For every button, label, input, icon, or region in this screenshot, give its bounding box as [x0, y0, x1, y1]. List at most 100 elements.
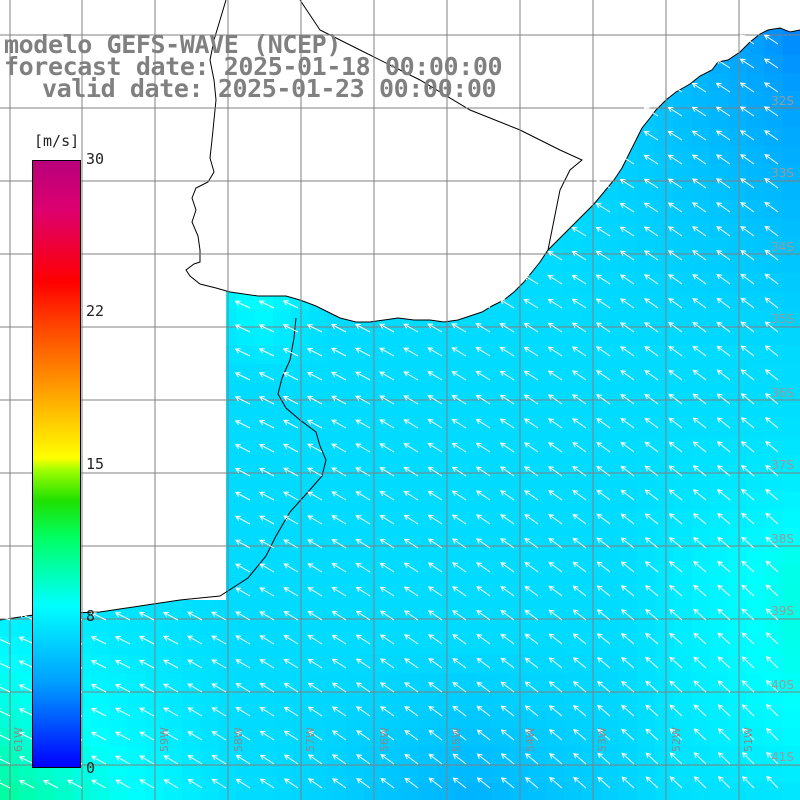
- wind-speed-cell: [491, 582, 511, 602]
- wind-arrow: [643, 274, 659, 285]
- wind-speed-cell: [691, 364, 711, 383]
- wind-speed-cell: [782, 764, 800, 784]
- wind-arrow: [764, 440, 779, 453]
- wind-arrow: [380, 753, 395, 765]
- wind-speed-cell: [691, 637, 711, 656]
- wind-speed-cell: [436, 691, 456, 711]
- lat-label: 34S: [771, 240, 794, 254]
- wind-arrow: [283, 611, 299, 621]
- wind-speed-cell: [728, 582, 747, 602]
- wind-speed-cell: [163, 655, 183, 674]
- wind-speed-cell: [236, 637, 256, 656]
- wind-speed-cell: [655, 637, 674, 656]
- wind-arrow: [764, 345, 779, 357]
- wind-arrow: [235, 778, 251, 789]
- wind-speed-cell: [618, 273, 638, 292]
- wind-arrow: [451, 323, 467, 333]
- wind-speed-cell: [236, 764, 256, 784]
- wind-speed-cell: [709, 182, 729, 201]
- wind-speed-cell: [382, 600, 401, 620]
- wind-speed-cell: [0, 655, 19, 674]
- wind-speed-cell: [546, 764, 565, 784]
- wind-speed-cell: [600, 709, 620, 729]
- wind-speed-cell: [746, 72, 765, 92]
- wind-arrow: [18, 660, 35, 669]
- wind-arrow: [741, 704, 755, 717]
- wind-arrow: [476, 633, 491, 645]
- wind-speed-cell: [309, 782, 329, 800]
- wind-speed-cell: [400, 691, 420, 711]
- wind-speed-cell: [618, 655, 638, 674]
- wind-arrow: [765, 464, 779, 477]
- wind-arrow: [476, 562, 491, 573]
- wind-speed-cell: [618, 600, 638, 620]
- lat-label: 32S: [771, 94, 794, 108]
- wind-speed-cell: [709, 382, 729, 401]
- wind-arrow: [547, 418, 563, 429]
- wind-arrow: [669, 704, 683, 717]
- wind-speed-cell: [273, 364, 292, 383]
- wind-arrow: [499, 466, 515, 477]
- wind-arrow: [523, 298, 539, 309]
- wind-speed-cell: [309, 345, 329, 365]
- wind-speed-cell: [436, 673, 456, 693]
- colorbar-tick-8: 8: [86, 607, 96, 625]
- wind-arrow: [404, 658, 419, 669]
- wind-speed-cell: [564, 764, 583, 784]
- title-forecast-date: forecast date: 2025-01-18 00:00:00: [4, 52, 503, 81]
- wind-speed-cell: [691, 691, 711, 711]
- wind-arrow: [740, 297, 755, 309]
- wind-arrow: [331, 634, 347, 645]
- wind-arrow: [620, 465, 635, 477]
- wind-arrow: [427, 586, 443, 597]
- wind-speed-cell: [746, 782, 765, 800]
- wind-speed-cell: [764, 746, 784, 765]
- wind-speed-cell: [273, 618, 292, 638]
- wind-arrow: [259, 778, 275, 789]
- wind-speed-cell: [455, 382, 474, 401]
- wind-speed-cell: [546, 600, 565, 620]
- wind-speed-cell: [327, 618, 347, 638]
- wind-speed-cell: [163, 709, 183, 729]
- wind-speed-cell: [782, 473, 800, 492]
- wind-speed-cell: [691, 764, 711, 784]
- wind-speed-cell: [709, 618, 729, 638]
- wind-speed-cell: [564, 618, 583, 638]
- wind-arrow: [427, 442, 443, 453]
- wind-speed-cell: [473, 709, 492, 729]
- wind-speed-cell: [254, 400, 274, 420]
- wind-speed-cell: [345, 691, 365, 711]
- wind-arrow: [523, 346, 539, 357]
- wind-arrow: [331, 586, 347, 597]
- wind-arrow: [597, 704, 611, 717]
- wind-arrow: [379, 682, 395, 693]
- wind-arrow: [571, 322, 587, 333]
- wind-speed-cell: [273, 709, 292, 729]
- wind-arrow: [765, 727, 779, 741]
- wind-speed-cell: [418, 637, 438, 656]
- wind-speed-cell: [691, 309, 711, 329]
- wind-speed-cell: [673, 691, 693, 711]
- wind-speed-cell: [527, 582, 547, 602]
- wind-arrow: [548, 490, 563, 501]
- wind-speed-cell: [618, 345, 638, 365]
- wind-arrow: [451, 395, 467, 405]
- wind-speed-cell: [254, 582, 274, 602]
- wind-arrow: [596, 585, 611, 597]
- wind-arrow: [90, 660, 107, 669]
- wind-speed-cell: [473, 491, 492, 511]
- wind-arrow: [404, 753, 419, 765]
- wind-arrow: [379, 347, 395, 357]
- wind-speed-cell: [527, 455, 547, 474]
- wind-arrow: [764, 201, 779, 213]
- title-valid-date: valid date: 2025-01-23 00:00:00: [42, 74, 497, 103]
- wind-arrow: [427, 371, 443, 381]
- wind-speed-cell: [600, 728, 620, 747]
- wind-speed-cell: [600, 382, 620, 401]
- wind-arrow: [524, 729, 539, 741]
- wind-arrow: [765, 560, 779, 573]
- wind-arrow: [524, 657, 539, 669]
- wind-speed-cell: [546, 782, 565, 800]
- wind-speed-cell: [491, 436, 511, 456]
